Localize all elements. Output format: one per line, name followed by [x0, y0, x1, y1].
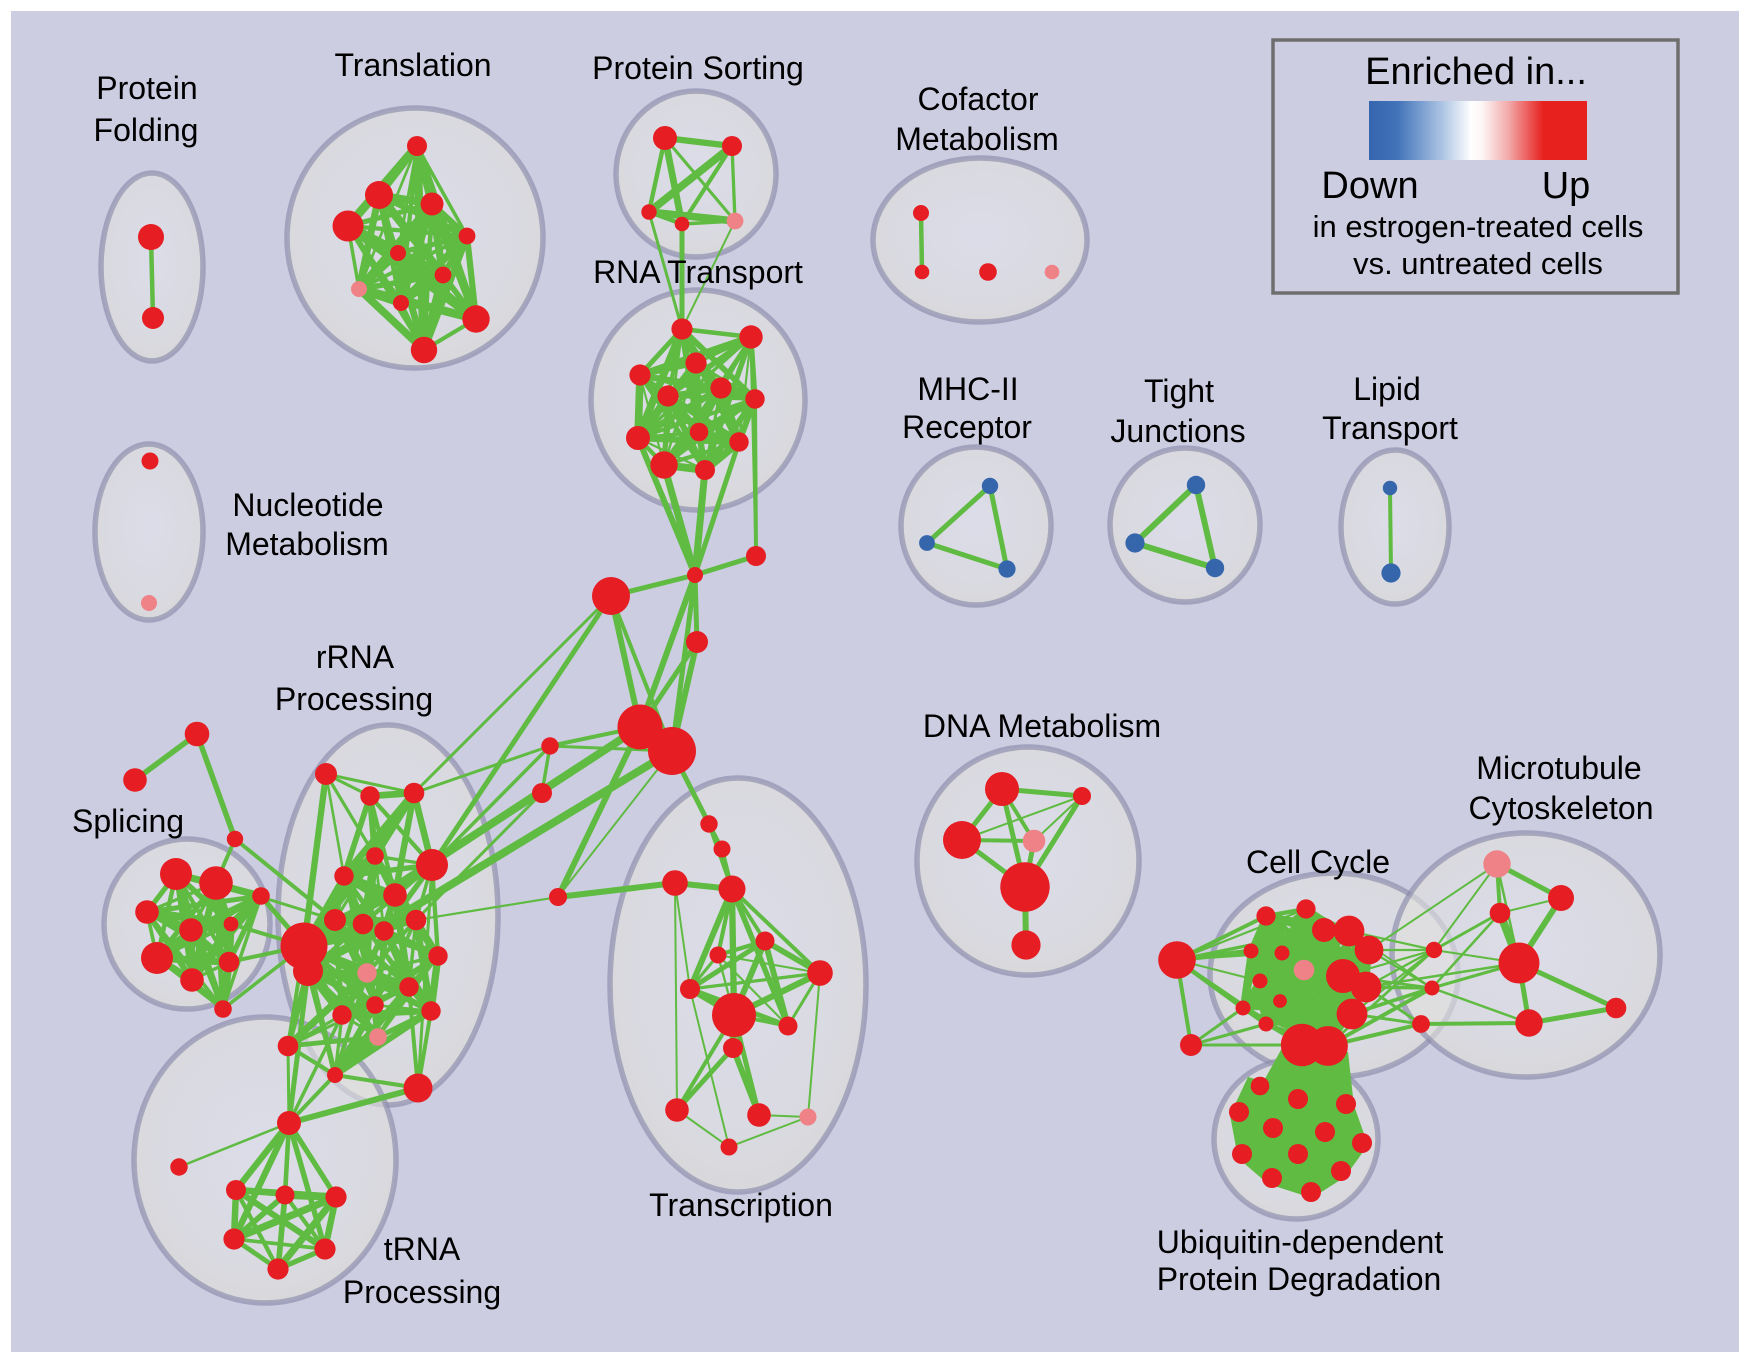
svg-text:Translation: Translation	[334, 47, 491, 83]
svg-text:Lipid: Lipid	[1353, 371, 1421, 407]
svg-text:vs. untreated cells: vs. untreated cells	[1353, 246, 1603, 281]
svg-text:Cell Cycle: Cell Cycle	[1246, 844, 1390, 880]
svg-text:MHC-II: MHC-II	[917, 371, 1018, 407]
svg-text:RNA Transport: RNA Transport	[593, 254, 803, 290]
svg-text:Protein: Protein	[96, 70, 197, 106]
svg-text:rRNA: rRNA	[316, 639, 395, 675]
svg-text:Junctions: Junctions	[1110, 413, 1245, 449]
svg-text:Protein Degradation: Protein Degradation	[1157, 1261, 1442, 1297]
svg-text:Processing: Processing	[275, 681, 433, 717]
svg-text:DNA Metabolism: DNA Metabolism	[923, 708, 1161, 744]
svg-text:Receptor: Receptor	[902, 409, 1032, 445]
svg-text:Processing: Processing	[343, 1274, 501, 1310]
svg-text:Cytoskeleton: Cytoskeleton	[1469, 790, 1654, 826]
svg-text:Nucleotide: Nucleotide	[232, 487, 383, 523]
svg-text:Down: Down	[1321, 165, 1418, 207]
svg-text:Tight: Tight	[1144, 373, 1214, 409]
svg-text:Up: Up	[1542, 165, 1591, 207]
svg-text:Transport: Transport	[1322, 410, 1458, 446]
svg-text:tRNA: tRNA	[384, 1231, 461, 1267]
svg-text:Enriched in...: Enriched in...	[1365, 51, 1587, 93]
svg-text:Metabolism: Metabolism	[225, 526, 389, 562]
svg-text:Microtubule: Microtubule	[1476, 750, 1641, 786]
svg-text:Folding: Folding	[94, 112, 199, 148]
svg-text:Cofactor: Cofactor	[918, 81, 1039, 117]
svg-text:in estrogen-treated cells: in estrogen-treated cells	[1313, 209, 1644, 244]
svg-text:Protein Sorting: Protein Sorting	[592, 50, 804, 86]
svg-text:Metabolism: Metabolism	[895, 121, 1059, 157]
svg-text:Ubiquitin-dependent: Ubiquitin-dependent	[1157, 1224, 1444, 1260]
svg-text:Transcription: Transcription	[649, 1187, 833, 1223]
svg-text:Splicing: Splicing	[72, 803, 184, 839]
